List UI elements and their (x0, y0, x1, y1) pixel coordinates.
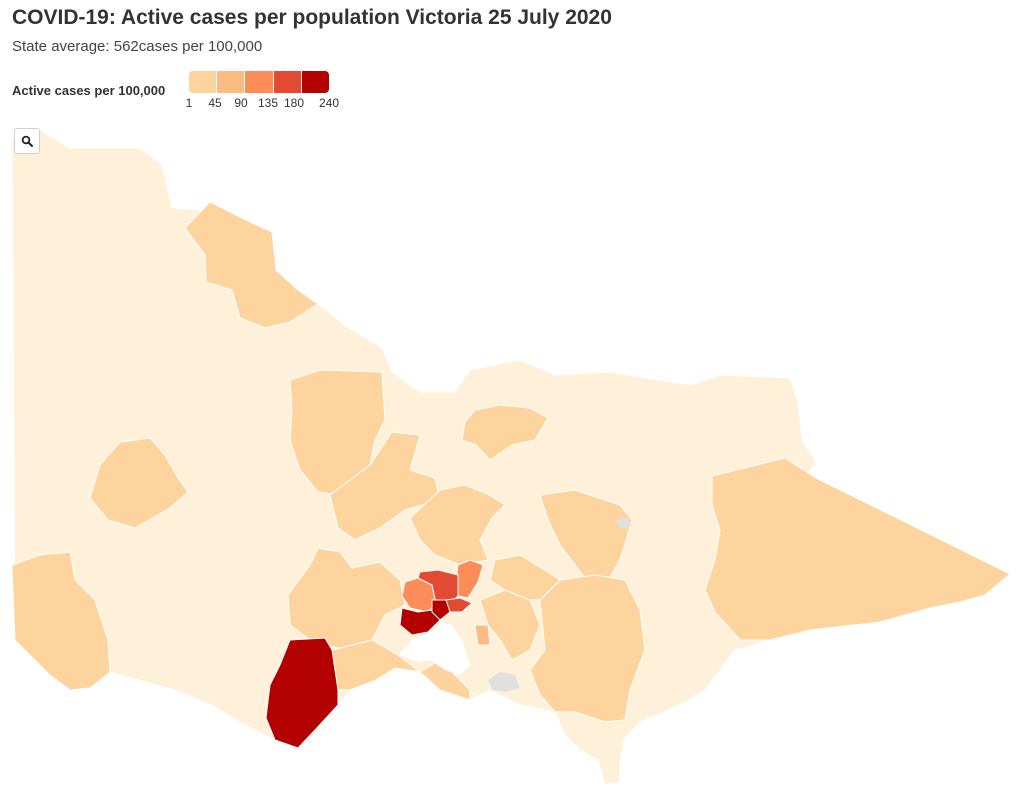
legend-swatch-2 (216, 71, 245, 93)
map-region-nw (184, 201, 319, 329)
legend-label-1: 1 (185, 96, 193, 110)
legend-label-6: 240 (318, 96, 340, 110)
port-phillip-bay (398, 620, 470, 675)
map-region-geelong (331, 639, 421, 691)
legend-swatch-1 (189, 71, 217, 93)
magnifier-icon (21, 135, 33, 147)
map-region-missing-data (488, 672, 520, 692)
map-region-melbourne-core (431, 599, 451, 621)
map-region-north-east-1 (461, 404, 549, 461)
map-region-south-west (11, 551, 111, 691)
page-title: COVID-19: Active cases per population Vi… (12, 6, 612, 29)
map-region-colac-otway (265, 637, 339, 749)
legend-title: Active cases per 100,000 (12, 83, 166, 98)
map-region-west-1 (89, 437, 189, 529)
legend-swatch-5 (300, 71, 329, 93)
legend-color-scale (189, 71, 329, 93)
legend-label-2: 45 (208, 96, 222, 110)
zoom-button[interactable] (14, 128, 40, 154)
map-region-south-gippsland (529, 574, 646, 723)
map-region-central (329, 431, 441, 541)
legend-swatch-3 (244, 71, 273, 93)
page-subtitle: State average: 562cases per 100,000 (12, 38, 263, 55)
map-region-north-east-2 (409, 484, 506, 566)
map-region-latrobe (489, 554, 561, 601)
legend-swatch-4 (272, 71, 301, 93)
legend-label-4: 135 (257, 96, 279, 110)
map-region-east-gippsland (704, 457, 1011, 641)
legend-label-5: 180 (283, 96, 305, 110)
map-region-melbourne-south-east (474, 624, 491, 646)
legend-label-3: 90 (234, 96, 248, 110)
map-region-missing-data-2 (615, 518, 632, 528)
map-region-north-east-3 (539, 489, 633, 586)
